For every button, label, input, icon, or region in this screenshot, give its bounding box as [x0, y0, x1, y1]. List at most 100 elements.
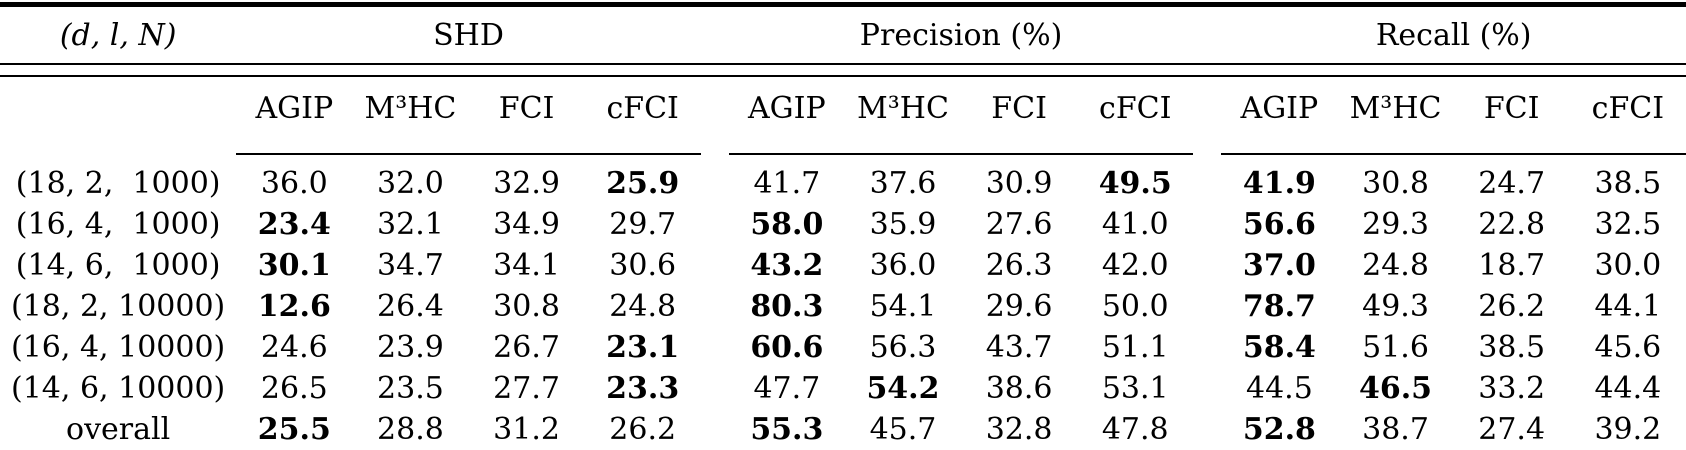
value-cell: 18.7 [1478, 248, 1546, 283]
value-cell: 30.9 [985, 166, 1053, 201]
value-cell: 30.8 [1362, 166, 1429, 201]
method-header: cFCI [1077, 77, 1194, 155]
value-cell: 34.1 [493, 248, 560, 283]
value-cell: 38.5 [1594, 166, 1662, 201]
value-cell: 26.7 [493, 330, 560, 365]
method-header: FCI [468, 77, 585, 155]
value-cell: 32.1 [377, 207, 444, 242]
group-gap [701, 409, 729, 450]
value-cell: 23.3 [606, 371, 680, 406]
value-cell: 26.2 [1478, 289, 1546, 324]
value-cell: 32.8 [985, 412, 1053, 447]
value-cell: 43.7 [985, 330, 1053, 365]
table-row: overall 25.5 28.8 31.2 26.2 55.3 45.7 32.8 47.8 5… [0, 409, 1686, 450]
table-body: (18, 2, 1000) 36.0 32.0 32.9 25.9 41.7 37.6 30.… [0, 154, 1686, 450]
double-rule [0, 63, 1686, 77]
value-cell: 32.5 [1594, 207, 1662, 242]
value-cell: 47.8 [1101, 412, 1169, 447]
value-cell: 44.1 [1594, 289, 1662, 324]
value-cell: 43.2 [750, 248, 824, 283]
top-rule-row [0, 2, 1686, 7]
group-gap [701, 77, 729, 154]
method-header: FCI [961, 77, 1078, 155]
row-label: (14, 6, 10000) [11, 371, 226, 406]
value-cell: 47.7 [753, 371, 821, 406]
value-cell: 38.5 [1478, 330, 1546, 365]
row-label: (18, 2, 1000) [15, 165, 221, 201]
value-cell: 30.1 [257, 248, 331, 283]
double-rule-row [0, 63, 1686, 77]
value-cell: 23.4 [257, 207, 331, 242]
group-header-row: (d, l, N) SHD Precision (%) Recall (%) [0, 7, 1686, 63]
value-cell: 34.7 [377, 248, 444, 283]
value-cell: 23.9 [377, 330, 444, 365]
value-cell: 26.4 [377, 289, 444, 324]
group-gap [1193, 245, 1221, 286]
value-cell: 33.2 [1478, 371, 1546, 406]
method-header: cFCI [584, 77, 701, 155]
value-cell: 51.1 [1101, 330, 1169, 365]
value-cell: 34.9 [493, 207, 560, 242]
value-cell: 29.6 [985, 289, 1053, 324]
row-label: (16, 4, 10000) [11, 330, 226, 365]
table-row: (18, 2, 10000) 12.6 26.4 30.8 24.8 80.3 54.1 29… [0, 286, 1686, 327]
empty-corner-cell [0, 77, 236, 154]
group-gap [1193, 368, 1221, 409]
group-gap [1193, 286, 1221, 327]
group-gap [1193, 7, 1221, 63]
value-cell: 45.7 [869, 412, 937, 447]
top-rule [0, 2, 1686, 7]
value-cell: 37.0 [1242, 248, 1316, 283]
method-header: FCI [1453, 77, 1570, 155]
value-cell: 26.3 [985, 248, 1053, 283]
group-gap [701, 7, 729, 63]
value-cell: 27.7 [493, 371, 560, 406]
value-cell: 58.0 [750, 207, 824, 242]
value-cell: 36.0 [869, 248, 937, 283]
group-gap [701, 368, 729, 409]
value-cell: 30.0 [1594, 248, 1662, 283]
value-cell: 38.6 [985, 371, 1053, 406]
value-cell: 27.4 [1478, 412, 1546, 447]
value-cell: 78.7 [1242, 289, 1316, 324]
row-label: overall [66, 412, 171, 447]
value-cell: 56.6 [1242, 207, 1316, 242]
group-gap [701, 154, 729, 204]
value-cell: 30.6 [609, 248, 677, 283]
value-cell: 51.6 [1362, 330, 1429, 365]
value-cell: 12.6 [257, 289, 331, 324]
row-label: (16, 4, 1000) [15, 207, 221, 242]
value-cell: 54.2 [866, 371, 940, 406]
table-row: (16, 4, 1000) 23.4 32.1 34.9 29.7 58.0 35.9 27.… [0, 204, 1686, 245]
value-cell: 28.8 [377, 412, 444, 447]
value-cell: 24.7 [1478, 166, 1546, 201]
method-header: AGIP [236, 77, 353, 155]
table-row: (18, 2, 1000) 36.0 32.0 32.9 25.9 41.7 37.6 30.… [0, 154, 1686, 204]
value-cell: 58.4 [1242, 330, 1316, 365]
method-header: AGIP [728, 77, 845, 155]
value-cell: 56.3 [869, 330, 937, 365]
value-cell: 29.7 [609, 207, 677, 242]
group-gap [1193, 204, 1221, 245]
group-gap [701, 286, 729, 327]
value-cell: 29.3 [1362, 207, 1429, 242]
value-cell: 50.0 [1101, 289, 1169, 324]
method-header: M³HC [844, 77, 962, 155]
value-cell: 26.5 [260, 371, 328, 406]
value-cell: 27.6 [985, 207, 1053, 242]
value-cell: 24.8 [1362, 248, 1429, 283]
group-gap [701, 245, 729, 286]
row-label: (18, 2, 10000) [11, 289, 226, 324]
method-header: M³HC [1337, 77, 1454, 155]
value-cell: 24.6 [260, 330, 328, 365]
value-cell: 31.2 [493, 412, 560, 447]
parameter-column-header: (d, l, N) [59, 17, 177, 53]
value-cell: 37.6 [869, 166, 937, 201]
group-gap [701, 204, 729, 245]
value-cell: 46.5 [1358, 371, 1433, 406]
method-header-row: AGIP M³HC FCI cFCI AGIP M³HC FCI cFCI AG… [0, 77, 1686, 155]
value-cell: 22.8 [1478, 207, 1546, 242]
table-row: (16, 4, 10000) 24.6 23.9 26.7 23.1 60.6 56.3 43… [0, 327, 1686, 368]
value-cell: 25.9 [606, 166, 680, 201]
